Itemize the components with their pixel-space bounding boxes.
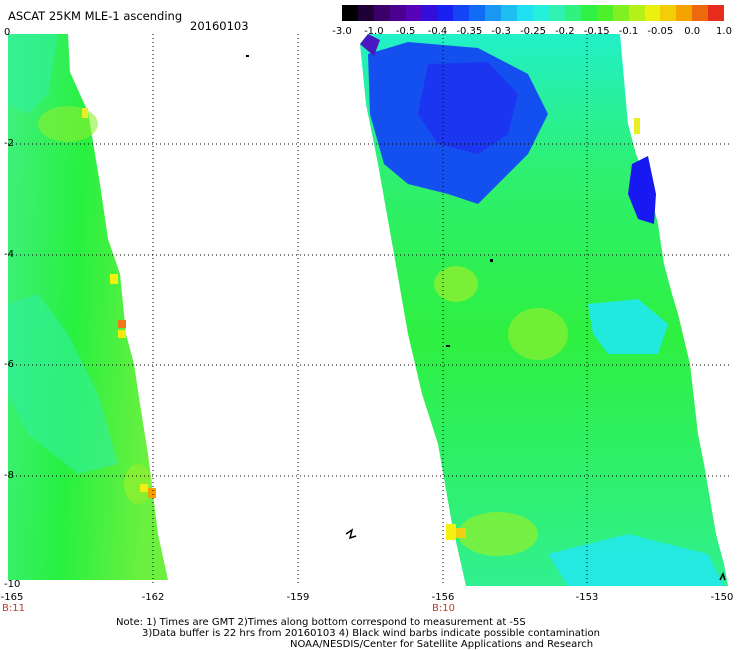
x-tick-label: -159: [286, 592, 310, 603]
y-tick-label: -4: [4, 249, 14, 260]
note-line-2: 3)Data buffer is 22 hrs from 20160103 4)…: [142, 628, 600, 639]
y-tick-label: -10: [4, 579, 21, 590]
map-title: ASCAT 25KM MLE-1 ascending: [8, 9, 183, 23]
bottom-label-left: B:11: [2, 603, 25, 614]
map-date: 20160103: [190, 19, 249, 33]
colorbar-tick: -0.2: [555, 26, 575, 37]
colorbar-segment: [389, 5, 406, 21]
x-tick-label: -153: [575, 592, 599, 603]
colorbar-segment: [405, 5, 422, 21]
colorbar-segment: [373, 5, 390, 21]
colorbar-segment: [533, 5, 549, 21]
colorbar-tick: -0.25: [520, 26, 546, 37]
colorbar-tick: -0.4: [427, 26, 448, 37]
colorbar-segment: [660, 5, 677, 21]
colorbar-tick: 0.0: [684, 26, 701, 37]
x-tick-label: -150: [710, 592, 734, 603]
colorbar-tick: 1.0: [716, 26, 732, 37]
colorbar-segment: [437, 5, 454, 21]
colorbar-tick: -0.05: [647, 26, 674, 37]
colorbar-tick: -0.15: [583, 26, 610, 37]
colorbar-tick: -0.35: [456, 26, 483, 37]
x-tick-label: -156: [431, 592, 455, 603]
colorbar-segment: [485, 5, 502, 21]
colorbar: [342, 5, 725, 21]
colorbar-tick-labels: -3.0 -1.0 -0.5 -0.4 -0.35 -0.3 -0.25 -0.2 -0.15-…: [330, 26, 732, 38]
y-tick-label: -6: [4, 359, 14, 370]
colorbar-segment: [628, 5, 645, 21]
east-blue-patch: [628, 156, 656, 224]
colorbar-segment: [708, 5, 725, 21]
swath-map: [8, 34, 730, 586]
colorbar-segment: [421, 5, 438, 21]
colorbar-segment: [342, 5, 358, 21]
colorbar-tick: -0.5: [395, 26, 416, 37]
colorbar-segment: [580, 5, 597, 21]
colorbar-segment: [612, 5, 629, 21]
colorbar-segment: [676, 5, 693, 21]
colorbar-segment: [644, 5, 661, 21]
note-line-1: Note: 1) Times are GMT 2)Times along bot…: [116, 617, 526, 628]
colorbar-segment: [692, 5, 709, 21]
colorbar-segment: [501, 5, 518, 21]
colorbar-segment: [357, 5, 374, 21]
colorbar-segment: [469, 5, 486, 21]
x-tick-label: -162: [141, 592, 165, 603]
y-tick-label: -2: [4, 138, 14, 149]
colorbar-segment: [596, 5, 613, 21]
colorbar-tick: -1.0: [364, 26, 384, 37]
bottom-label-right: B:10: [432, 603, 455, 614]
colorbar-tick: -0.1: [618, 26, 639, 37]
colorbar-segment: [517, 5, 534, 21]
note-line-3: NOAA/NESDIS/Center for Satellite Applica…: [290, 639, 594, 650]
x-tick-label: -165: [0, 592, 24, 603]
y-tick-label: -8: [4, 470, 14, 481]
y-tick-label: 0: [4, 27, 11, 38]
colorbar-segment: [453, 5, 470, 21]
colorbar-segment: [564, 5, 581, 21]
colorbar-tick: -3.0: [332, 26, 352, 37]
colorbar-tick: -0.3: [491, 26, 511, 37]
colorbar-segment: [548, 5, 565, 21]
